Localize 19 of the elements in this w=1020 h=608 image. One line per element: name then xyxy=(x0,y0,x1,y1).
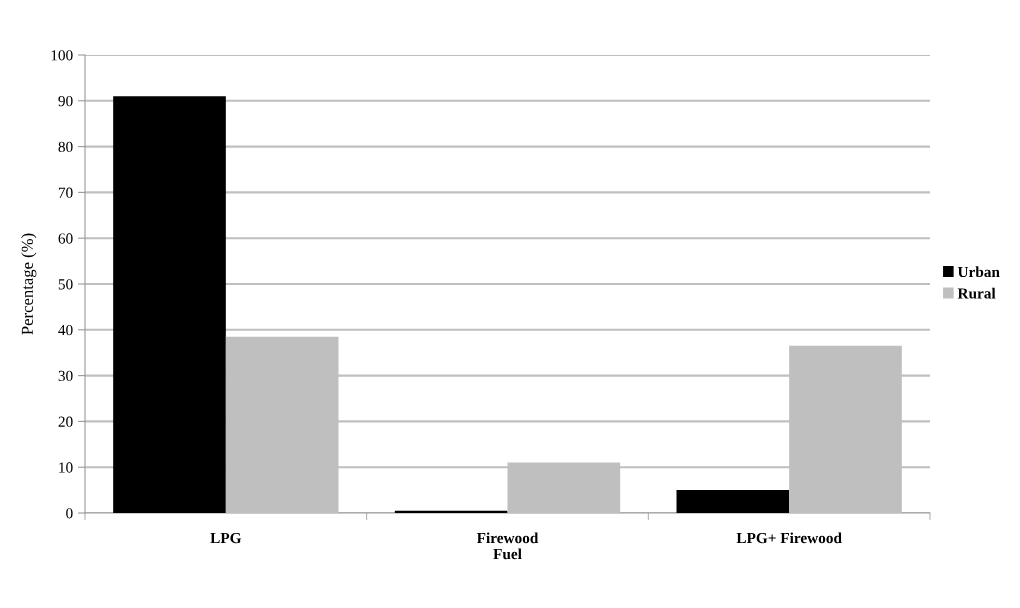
y-tick-label: 0 xyxy=(66,508,73,519)
y-tick-label: 60 xyxy=(58,233,73,244)
y-tick-label: 100 xyxy=(51,50,73,61)
y-tick-label: 70 xyxy=(58,187,73,198)
bar xyxy=(113,96,226,513)
y-tick-label: 90 xyxy=(58,95,73,107)
x-tick-label: LPG xyxy=(210,532,242,544)
y-tick-label: 50 xyxy=(58,279,73,290)
y-tick-label: 30 xyxy=(58,370,73,382)
y-tick-label: 40 xyxy=(58,324,73,336)
x-tick-label: LPG+ Firewood xyxy=(736,532,842,544)
y-tick-label: 20 xyxy=(58,416,73,427)
x-tick-label: Firewood Fuel xyxy=(476,532,539,560)
legend-label: Urban xyxy=(957,266,1000,278)
y-tick-label: 80 xyxy=(58,141,73,153)
y-axis-title: Percentage (%) xyxy=(21,233,37,335)
y-tick-label: 10 xyxy=(59,462,73,473)
bar xyxy=(676,490,790,513)
legend-label: Rural xyxy=(957,287,996,299)
